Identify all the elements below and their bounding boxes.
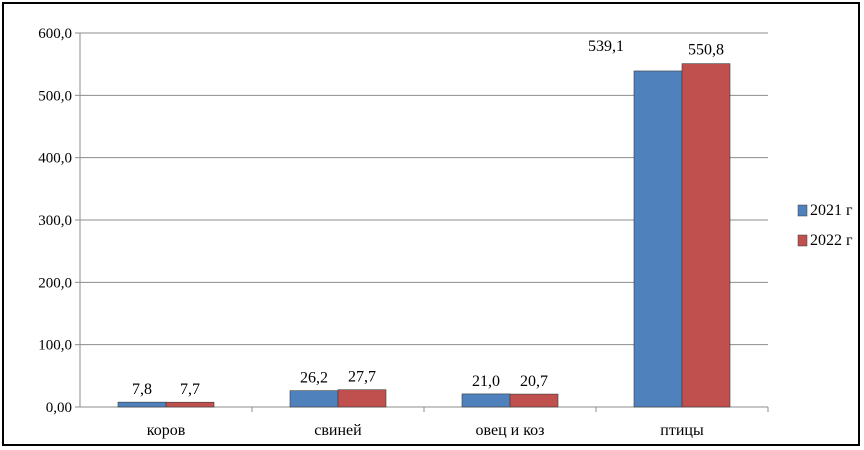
data-label: 27,7 — [348, 369, 376, 386]
category-label: птицы — [660, 422, 704, 439]
bar — [289, 390, 339, 408]
bar — [461, 393, 511, 408]
legend-swatch — [797, 204, 808, 217]
y-tick-label: 400,0 — [38, 151, 72, 167]
y-tick-label: 500,0 — [38, 88, 72, 104]
category-label: коров — [147, 422, 186, 439]
legend-swatch — [797, 234, 808, 247]
category-label: овец и коз — [476, 422, 545, 439]
bar — [633, 70, 683, 408]
y-tick-label: 300,0 — [38, 213, 72, 229]
bar — [509, 393, 559, 408]
y-tick-label: 600,0 — [38, 26, 72, 42]
data-label: 7,8 — [132, 381, 152, 398]
data-label: 20,7 — [520, 373, 548, 390]
legend-label: 2022 г — [810, 232, 853, 249]
data-label: 21,0 — [472, 373, 500, 390]
y-tick-label: 100,0 — [38, 338, 72, 354]
data-label: 550,8 — [688, 42, 724, 59]
data-label: 539,1 — [588, 38, 624, 55]
bar — [681, 63, 731, 408]
bar — [117, 401, 167, 408]
category-label: свиней — [314, 422, 362, 439]
y-tick-label: 200,0 — [38, 275, 72, 291]
data-label: 26,2 — [300, 370, 328, 387]
bar — [165, 401, 215, 408]
data-label: 7,7 — [180, 381, 200, 398]
legend-label: 2021 г — [810, 202, 853, 219]
y-tick-label: 0,00 — [46, 400, 72, 416]
bar — [337, 389, 387, 408]
